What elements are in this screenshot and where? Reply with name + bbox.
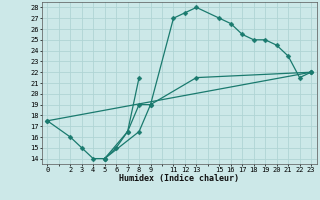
X-axis label: Humidex (Indice chaleur): Humidex (Indice chaleur) (119, 174, 239, 183)
